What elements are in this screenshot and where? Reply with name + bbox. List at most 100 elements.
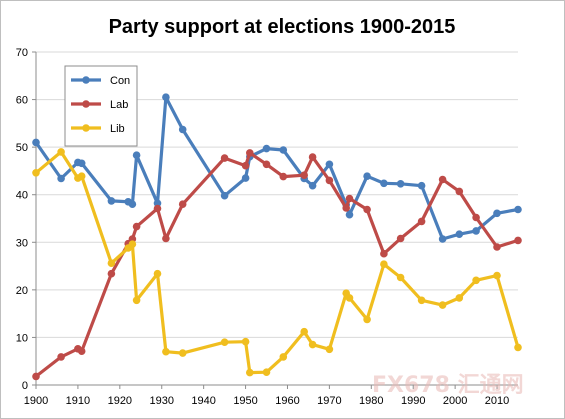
data-point-lib bbox=[493, 271, 501, 280]
data-point-con bbox=[77, 159, 86, 168]
data-point-lab bbox=[493, 243, 501, 251]
data-point-lab bbox=[162, 234, 170, 243]
x-tick-label: 1980 bbox=[359, 395, 383, 407]
data-point-con bbox=[162, 93, 170, 101]
data-point-lab bbox=[57, 353, 65, 361]
data-point-lab bbox=[128, 235, 137, 243]
x-tick-label: 2000 bbox=[443, 395, 467, 407]
data-point-lab bbox=[417, 217, 426, 226]
legend-label-lab: Lab bbox=[110, 99, 128, 111]
data-point-lab bbox=[241, 161, 250, 170]
data-point-con bbox=[417, 181, 426, 190]
data-point-con bbox=[32, 138, 40, 147]
x-tick-labels: 1900 1910 1920 1930 1940 1950 1960 1970 1980 1990… bbox=[24, 395, 510, 407]
data-point-lib bbox=[162, 347, 170, 356]
data-point-con bbox=[472, 227, 480, 235]
data-point-con bbox=[308, 181, 317, 190]
data-point-lib bbox=[128, 240, 137, 248]
data-point-lib bbox=[438, 301, 447, 309]
data-point-lab bbox=[325, 176, 334, 185]
data-point-lab bbox=[514, 236, 522, 245]
legend: Con Lab Lib bbox=[64, 65, 138, 147]
legend-marker-lab bbox=[82, 100, 90, 108]
data-point-lib bbox=[107, 259, 116, 268]
series-lab bbox=[32, 149, 522, 381]
y-tick-label: 30 bbox=[16, 237, 28, 249]
data-point-lib bbox=[345, 294, 354, 302]
data-point-lab bbox=[153, 204, 162, 213]
chart-title: Party support at elections 1900-2015 bbox=[109, 16, 456, 38]
data-point-con bbox=[107, 197, 116, 205]
data-point-lib bbox=[153, 269, 162, 278]
data-point-lab bbox=[262, 160, 271, 169]
data-point-lab bbox=[279, 172, 288, 181]
data-point-con bbox=[279, 146, 288, 154]
data-point-lib bbox=[396, 273, 405, 282]
data-point-lab bbox=[32, 372, 40, 381]
x-tick-label: 1910 bbox=[66, 395, 90, 407]
y-tick-label: 40 bbox=[16, 190, 28, 202]
data-point-lib bbox=[220, 338, 229, 347]
y-tick-label: 20 bbox=[16, 285, 28, 297]
data-point-con bbox=[363, 172, 371, 180]
data-point-lib bbox=[455, 294, 464, 302]
data-point-lib bbox=[178, 349, 187, 357]
data-point-con bbox=[178, 125, 187, 134]
data-point-con bbox=[380, 179, 388, 188]
data-point-lib bbox=[132, 296, 141, 305]
x-tick-label: 1900 bbox=[24, 395, 48, 407]
data-point-lab bbox=[308, 153, 317, 161]
x-tick-label: 1990 bbox=[401, 395, 425, 407]
data-point-lib bbox=[300, 327, 309, 336]
x-tick-label: 1950 bbox=[233, 395, 257, 407]
x-tick-label: 1960 bbox=[275, 395, 299, 407]
y-tick-label: 0 bbox=[22, 380, 28, 392]
data-point-lib bbox=[246, 368, 254, 377]
legend-label-lib: Lib bbox=[110, 123, 125, 135]
y-tick-label: 10 bbox=[16, 332, 28, 344]
data-point-lab bbox=[246, 149, 254, 157]
data-point-con bbox=[262, 144, 271, 153]
data-point-con bbox=[345, 210, 354, 219]
legend-label-con: Con bbox=[110, 75, 130, 87]
data-point-con bbox=[438, 235, 447, 243]
legend-marker-con bbox=[82, 76, 90, 84]
y-tick-label: 50 bbox=[16, 142, 28, 154]
data-point-lab bbox=[455, 187, 464, 196]
data-point-con bbox=[493, 209, 501, 218]
data-point-lab bbox=[472, 213, 480, 222]
data-point-lab bbox=[380, 249, 388, 258]
series-group bbox=[32, 93, 522, 381]
data-point-lib bbox=[32, 169, 40, 177]
x-tick-label: 1940 bbox=[191, 395, 215, 407]
data-point-lib bbox=[262, 368, 271, 377]
data-point-lab bbox=[345, 194, 354, 203]
data-point-con bbox=[220, 191, 229, 200]
data-point-lab bbox=[220, 154, 229, 162]
data-point-lab bbox=[438, 175, 447, 184]
data-point-lab bbox=[300, 171, 309, 179]
data-point-con bbox=[325, 160, 334, 169]
series-lib bbox=[32, 148, 522, 377]
data-point-lab bbox=[77, 347, 86, 356]
data-point-lib bbox=[57, 148, 65, 156]
data-point-lib bbox=[325, 345, 334, 354]
data-point-lab bbox=[363, 205, 371, 214]
data-point-lib bbox=[279, 353, 288, 361]
gridlines bbox=[36, 51, 518, 338]
data-point-con bbox=[396, 180, 405, 188]
y-tick-label: 70 bbox=[16, 47, 28, 59]
x-tick-label: 2010 bbox=[485, 395, 509, 407]
data-point-con bbox=[455, 230, 464, 238]
data-point-lib bbox=[308, 340, 317, 349]
data-point-con bbox=[153, 199, 162, 208]
legend-marker-lib bbox=[82, 124, 90, 132]
data-point-con bbox=[132, 151, 141, 159]
x-tick-label: 1970 bbox=[317, 395, 341, 407]
axes bbox=[32, 51, 518, 389]
data-point-lib bbox=[380, 260, 388, 269]
y-tick-labels: 0 10 20 30 40 50 60 70 bbox=[16, 47, 28, 392]
data-point-lib bbox=[514, 343, 522, 352]
data-point-lab bbox=[132, 222, 141, 231]
y-tick-label: 60 bbox=[16, 95, 28, 107]
